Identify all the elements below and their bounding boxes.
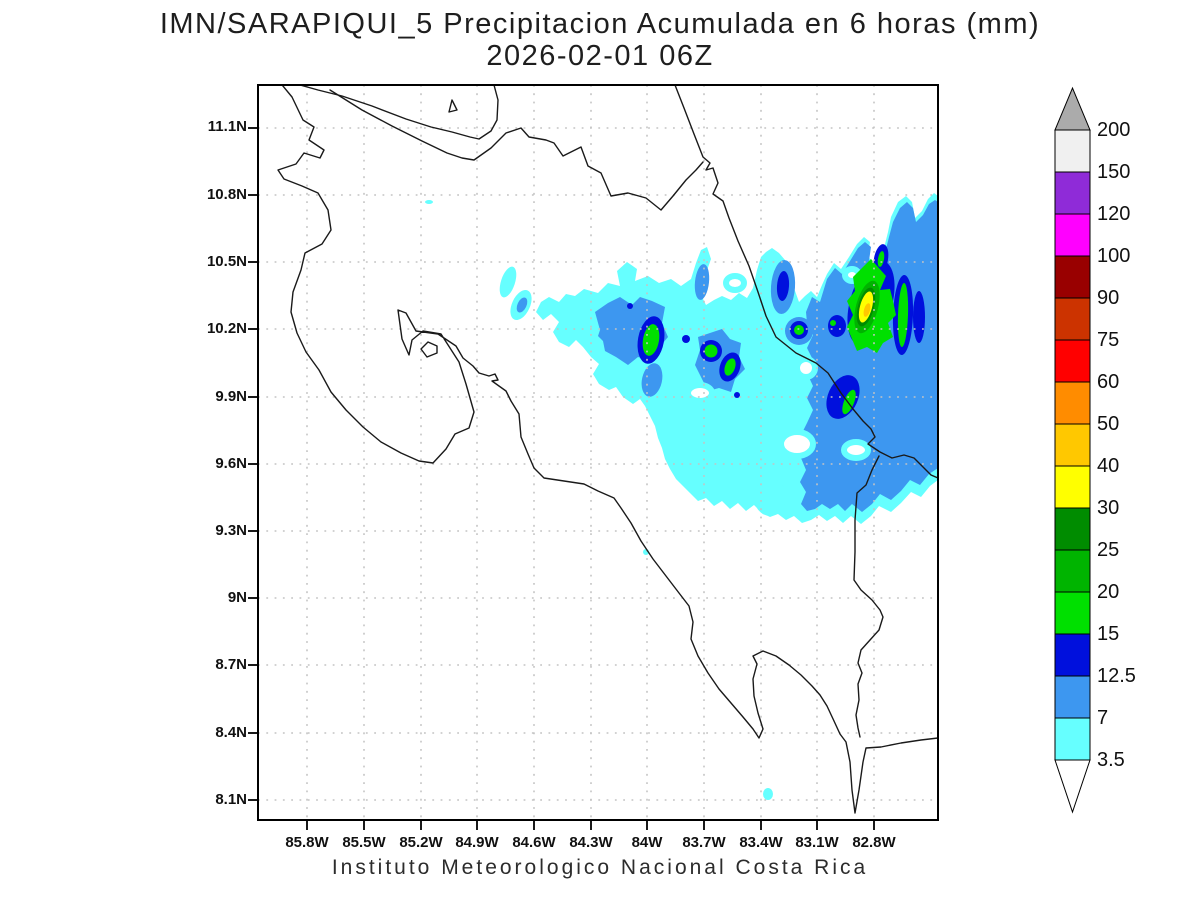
precip-layer-40mm [863,303,871,317]
colorbar-label: 25 [1097,539,1120,561]
colorbar-band-120-150 [1054,171,1091,215]
lat-tick-label: 10.2N [206,320,247,337]
colorbar [1054,86,1091,814]
lon-tick-label: 85.8W [285,834,329,851]
lon-tick-label: 83.1W [795,834,839,851]
lake-nicaragua-shore [299,85,499,140]
colorbar-band-40-50 [1054,423,1091,467]
colorbar-band-12.5-15 [1054,633,1091,677]
colorbar-label: 30 [1097,497,1120,519]
lat-tick-label: 9.3N [215,522,247,539]
colorbar-label: 150 [1097,161,1131,183]
page-title: IMN/SARAPIQUI_5 Precipitacion Acumulada … [159,8,1041,40]
colorbar-label: 100 [1097,245,1131,267]
lat-tick-label: 9.9N [215,388,247,405]
lon-tick-label: 82.8W [852,834,896,851]
lat-tick-label: 9N [227,589,247,606]
border-panama [853,455,884,738]
basemap-coastlines [277,85,938,814]
coastline-caribbean [674,85,938,479]
axis-ticks [248,127,875,830]
plot-frame [257,84,939,821]
lat-tick-label: 9.6N [215,455,247,472]
border-nicaragua-san-juan [329,89,704,211]
colorbar-label: 60 [1097,371,1120,393]
colorbar-label: 3.5 [1097,749,1125,771]
colorbar-band-50-60 [1054,381,1091,425]
source-attribution: Instituto Meteorologico Nacional Costa R… [331,856,869,879]
island-chira [420,341,438,358]
colorbar-band-150-200 [1054,129,1091,173]
lat-tick-label: 8.1N [215,791,247,808]
colorbar-band-100-120 [1054,213,1091,257]
colorbar-arrow-above-max [1054,86,1091,131]
colorbar-band-20-25 [1054,549,1091,593]
lat-tick-label: 8.4N [215,724,247,741]
coastline-costa-rica-pacific [277,85,938,814]
colorbar-band-25-30 [1054,507,1091,551]
lon-tick-label: 85.5W [342,834,386,851]
valid-time-subtitle: 2026-02-01 06Z [486,40,714,72]
lon-tick-label: 85.2W [399,834,443,851]
lat-tick-label: 8.7N [215,656,247,673]
colorbar-label: 7 [1097,707,1109,729]
colorbar-label: 20 [1097,581,1120,603]
colorbar-label: 40 [1097,455,1120,477]
lon-tick-label: 83.7W [682,834,726,851]
lon-tick-label: 84W [631,834,663,851]
precip-east-cluster-blue [800,200,938,512]
colorbar-band-15-20 [1054,591,1091,635]
lon-tick-label: 84.6W [512,834,556,851]
colorbar-band-90-100 [1054,255,1091,299]
colorbar-band-3.5-7 [1054,717,1091,761]
colorbar-label: 200 [1097,119,1131,141]
colorbar-band-60-75 [1054,339,1091,383]
colorbar-arrow-below-min [1054,759,1091,814]
colorbar-band-7-12.5 [1054,675,1091,719]
lat-tick-label: 10.8N [206,186,247,203]
lat-tick-label: 10.5N [206,253,247,270]
colorbar-label: 15 [1097,623,1120,645]
colorbar-band-75-90 [1054,297,1091,341]
colorbar-label: 120 [1097,203,1131,225]
colorbar-label: 12.5 [1097,665,1136,687]
lon-tick-label: 84.3W [569,834,613,851]
lon-tick-label: 84.9W [455,834,499,851]
colorbar-label: 75 [1097,329,1120,351]
island-ometepe [448,99,458,113]
lon-tick-label: 83.4W [739,834,783,851]
colorbar-label: 50 [1097,413,1120,435]
precip-dry-holes [685,266,871,461]
colorbar-band-30-40 [1054,465,1091,509]
lat-tick-label: 11.1N [207,118,247,135]
colorbar-label: 90 [1097,287,1120,309]
